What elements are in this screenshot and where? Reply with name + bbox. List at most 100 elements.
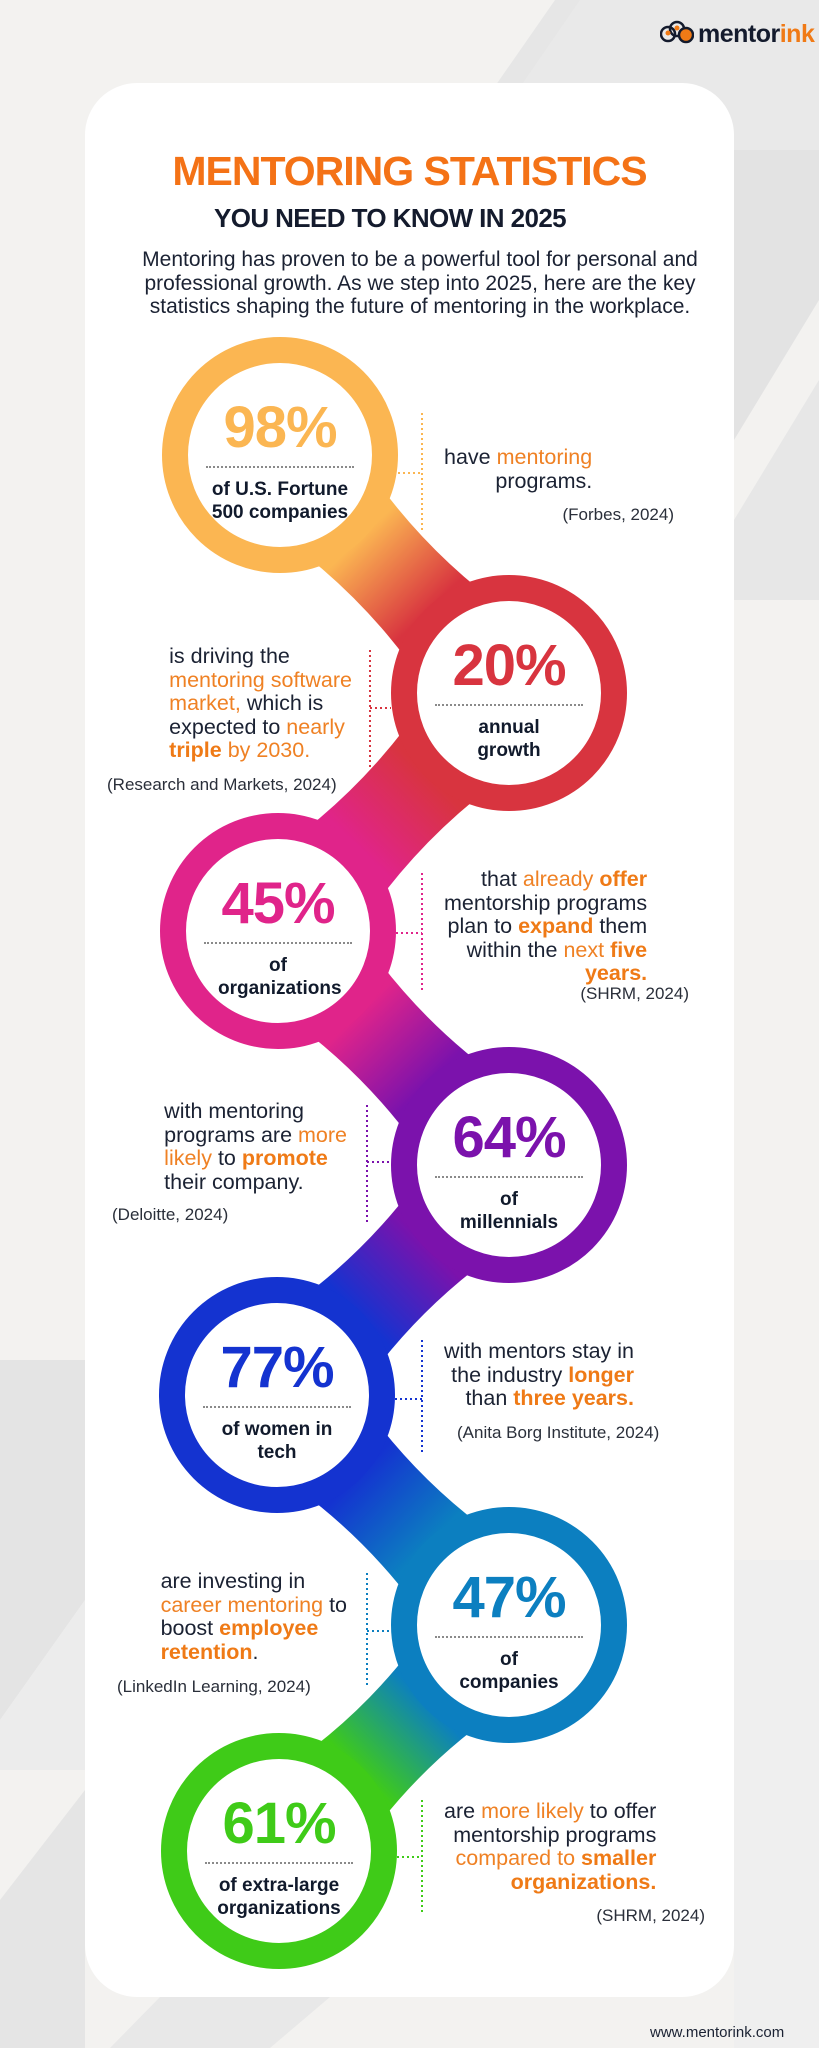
- description-line: within the next five: [444, 937, 648, 963]
- text-segment: within the: [466, 937, 564, 962]
- description-line: triple by 2030.: [169, 738, 352, 763]
- text-segment: are investing in: [160, 1569, 306, 1593]
- highlighted-text: expand: [518, 914, 594, 938]
- stat-description: have mentoring programs.: [444, 445, 593, 493]
- highlighted-text: market,: [169, 691, 241, 715]
- stat-source: (SHRM, 2024): [580, 984, 689, 1003]
- description-line: mentorship programs: [444, 890, 648, 916]
- highlighted-text: next: [563, 937, 605, 962]
- stat-divider: [435, 704, 583, 706]
- stat-divider: [205, 1862, 353, 1864]
- intro-paragraph: Mentoring has proven to be a powerful to…: [142, 248, 698, 318]
- description-line: expected to nearly: [169, 714, 352, 740]
- description-line: is driving the: [169, 644, 352, 669]
- stat-circle-content: 64% of millennials: [414, 1108, 604, 1234]
- stat-percent: 64%: [452, 1105, 566, 1170]
- text-segment: .: [252, 1639, 259, 1664]
- text-segment: to: [211, 1146, 242, 1170]
- stat-ring: [162, 337, 398, 573]
- highlighted-text: more: [298, 1122, 347, 1147]
- logo-wordmark: mentorink: [698, 19, 815, 49]
- highlighted-text: offer: [599, 867, 648, 891]
- stat-ring: [161, 1733, 397, 1969]
- stat-circle-content: 20% annual growth: [414, 636, 604, 762]
- text-segment: mentorship programs: [453, 1822, 657, 1847]
- stat-ring: [391, 1047, 627, 1283]
- stat-percent: 61%: [222, 1791, 336, 1856]
- stat-circle-content: 77% of women in tech: [182, 1338, 372, 1464]
- highlighted-text: already: [522, 867, 594, 891]
- description-line: programs are more: [164, 1122, 347, 1148]
- stat-source: (Deloitte, 2024): [112, 1205, 229, 1224]
- text-segment: to offer: [583, 1799, 657, 1823]
- text-segment: mentorship programs: [444, 890, 648, 915]
- logo-people-icon: [660, 20, 694, 44]
- stat-description: are more likely to offer mentorship progr…: [444, 1799, 657, 1894]
- text-segment: which is: [240, 691, 324, 715]
- description-line: have mentoring: [444, 445, 593, 470]
- description-line: compared to smaller: [444, 1846, 657, 1871]
- stat-percent: 77%: [220, 1335, 334, 1400]
- description-line: with mentors stay in: [444, 1339, 634, 1364]
- text-segment: their company.: [164, 1169, 304, 1194]
- text-segment: to: [323, 1592, 347, 1617]
- text-segment: that: [481, 867, 523, 891]
- highlighted-text: likely: [164, 1146, 212, 1170]
- stat-description: are investing in career mentoring to boost…: [160, 1569, 347, 1664]
- highlighted-text: triple: [169, 738, 222, 762]
- logo-text-accent: ink: [779, 19, 815, 48]
- description-line: the industry longer: [444, 1362, 634, 1388]
- page-title: MENTORING STATISTICS: [172, 148, 647, 194]
- highlighted-text: employee: [219, 1616, 319, 1640]
- stat-label: of organizations: [218, 955, 342, 999]
- stat-circle-content: 98% of U.S. Fortune 500 companies: [185, 398, 375, 524]
- highlighted-text: mentoring: [496, 445, 593, 469]
- highlighted-text: by 2030.: [221, 738, 311, 762]
- highlighted-text: smaller: [581, 1846, 657, 1870]
- text-segment: is driving the: [169, 644, 290, 668]
- stat-source: (Forbes, 2024): [562, 505, 675, 524]
- description-line: their company.: [164, 1169, 347, 1195]
- stat-ring: [159, 1277, 395, 1513]
- description-line: with mentoring: [164, 1099, 347, 1124]
- stat-label: of extra-large organizations: [217, 1875, 341, 1919]
- stat-source: (SHRM, 2024): [596, 1906, 705, 1925]
- stat-circle-content: 47% of companies: [414, 1568, 604, 1694]
- stat-divider: [204, 942, 352, 944]
- highlighted-text: longer: [568, 1362, 634, 1387]
- text-segment: with mentors stay in: [444, 1339, 634, 1363]
- stat-circle-content: 45% of organizations: [183, 874, 373, 1000]
- stat-source: (LinkedIn Learning, 2024): [117, 1677, 311, 1696]
- description-line: likely to promote: [164, 1146, 347, 1171]
- stat-description: with mentoring programs are more likely to…: [164, 1099, 347, 1195]
- page-subtitle: YOU NEED TO KNOW IN 2025: [213, 203, 567, 233]
- stat-divider: [206, 466, 354, 468]
- text-segment: boost: [160, 1616, 220, 1640]
- text-segment: have: [444, 445, 497, 469]
- description-line: years.: [444, 961, 647, 986]
- stat-circle-content: 61% of extra-large organizations: [184, 1794, 374, 1920]
- stat-label: annual growth: [477, 717, 541, 761]
- text-segment: are: [444, 1799, 482, 1823]
- mentorink-logo[interactable]: mentorink: [660, 18, 815, 50]
- description-line: market, which is: [169, 691, 352, 716]
- stat-percent: 45%: [221, 871, 335, 936]
- stat-divider: [203, 1406, 351, 1408]
- stat-description: is driving the mentoring software market, …: [169, 644, 352, 763]
- description-line: that already offer: [444, 867, 648, 892]
- highlighted-text: career mentoring: [160, 1592, 324, 1617]
- logo-text-main: mentor: [698, 19, 780, 48]
- stat-divider: [435, 1176, 583, 1178]
- highlighted-text: retention: [160, 1639, 253, 1664]
- stat-divider: [435, 1636, 583, 1638]
- stat-ring: [391, 1507, 627, 1743]
- stat-ring: [160, 813, 396, 1049]
- stat-ring: [391, 575, 627, 811]
- description-line: plan to expand them: [444, 914, 648, 939]
- highlighted-text: mentoring software: [169, 667, 352, 692]
- text-segment: than: [465, 1386, 514, 1410]
- highlighted-text: nearly: [286, 714, 345, 739]
- text-segment: plan to: [447, 914, 519, 938]
- footer-url[interactable]: www.mentorink.com: [650, 2024, 785, 2041]
- stat-source: (Research and Markets, 2024): [107, 775, 337, 794]
